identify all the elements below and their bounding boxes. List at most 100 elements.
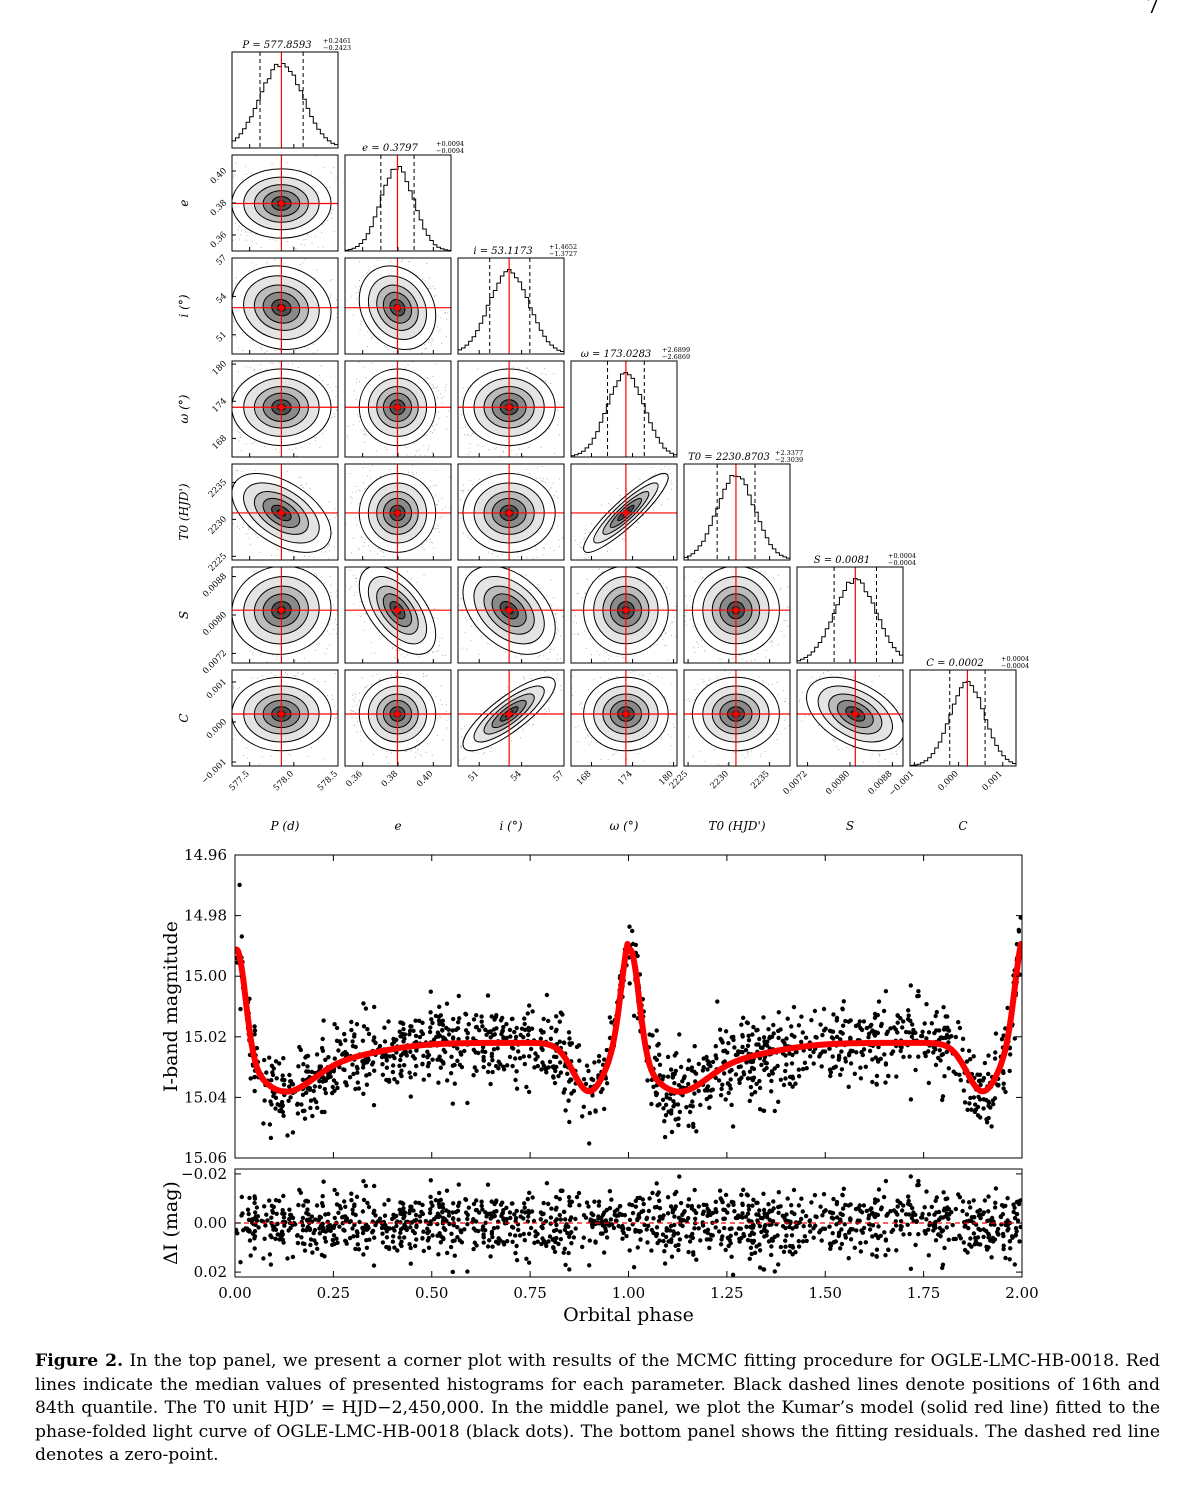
corner-panel-C-i: [457, 669, 565, 767]
panel-frame: [570, 669, 678, 767]
histogram-T0: [683, 475, 791, 560]
corner-panel-T0-P: [231, 463, 339, 561]
median-point: [278, 200, 285, 207]
corner-panel-i-P: [231, 257, 339, 355]
res-y-tick-label: 0.00: [194, 1214, 227, 1232]
title-plus-omega: +2.6899: [662, 346, 690, 354]
histogram-title-T0: T0 = 2230.8703: [688, 452, 770, 463]
median-point: [732, 711, 739, 717]
histogram-title-omega: ω = 173.0283: [581, 349, 652, 360]
title-plus-T0: +2.3377: [775, 449, 803, 457]
x-tick-label: 0.75: [513, 1284, 546, 1302]
title-plus-P: +0.2461: [323, 37, 351, 45]
median-point: [506, 607, 513, 614]
y-axis-label-e: e: [177, 199, 191, 206]
title-minus-e: −0.0094: [436, 147, 464, 155]
x-axis-label-P: P (d): [270, 819, 300, 833]
median-point: [506, 404, 513, 411]
title-minus-S: −0.0004: [888, 559, 916, 567]
caption-label: Figure 2.: [35, 1351, 124, 1371]
corner-panel-S-S: S = 0.0081 +0.0004−0.0004: [796, 552, 916, 664]
median-point: [622, 509, 629, 516]
x-tick-label: 0.00: [218, 1284, 251, 1302]
histogram-C: [909, 681, 1017, 766]
histogram-title-C: C = 0.0002: [926, 658, 983, 669]
histogram-omega: [570, 372, 678, 457]
title-minus-T0: −2.3039: [775, 456, 803, 464]
histogram-title-S: S = 0.0081: [814, 555, 871, 566]
y-tick-label: 14.96: [184, 846, 227, 864]
y-tick-label: 15.00: [184, 967, 227, 985]
y-tick-label: 15.04: [184, 1088, 227, 1106]
median-point: [732, 607, 739, 614]
panel-frame: [683, 669, 791, 767]
corner-panel-omega-omega: ω = 173.0283 +2.6899−2.6869: [570, 346, 690, 458]
corner-panel-T0-e: [344, 463, 452, 561]
x-axis-label: Orbital phase: [563, 1304, 694, 1326]
corner-plot: P = 577.8593 +0.2461−0.24230.360.380.40e …: [177, 37, 1029, 833]
median-point: [394, 607, 401, 614]
panel-frame: [457, 463, 565, 561]
histogram-i: [457, 269, 565, 354]
x-axis-label-T0: T0 (HJD'): [708, 819, 765, 833]
corner-panel-C-omega: [570, 669, 678, 767]
x-axis-label-omega: ω (°): [610, 819, 639, 833]
median-point: [278, 404, 285, 411]
caption-text: In the top panel, we present a corner pl…: [35, 1351, 1160, 1466]
panel-frame: [231, 360, 339, 458]
title-minus-i: −1.3727: [549, 250, 577, 258]
title-minus-C: −0.0004: [1001, 662, 1029, 670]
x-axis-label-C: C: [958, 819, 967, 833]
corner-panel-i-e: [344, 257, 452, 355]
x-tick-label: 2.00: [1005, 1284, 1038, 1302]
histogram-title-P: P = 577.8593: [241, 40, 311, 51]
y-tick-label: 14.98: [184, 907, 227, 925]
page-number: 7: [1146, 0, 1160, 19]
light-curve-panel: [235, 882, 1022, 1146]
title-plus-e: +0.0094: [436, 140, 464, 148]
data-points: [235, 882, 1022, 1146]
y-axis-label-C: C: [177, 713, 191, 722]
y-tick-label: 15.02: [184, 1028, 227, 1046]
y-axis-label-T0: T0 (HJD'): [177, 483, 191, 540]
corner-panel-S-omega: [570, 566, 678, 664]
panel-frame: [231, 257, 339, 355]
x-tick-label: 0.50: [415, 1284, 448, 1302]
corner-panel-i-i: i = 53.1173 +1.4652−1.3727: [457, 243, 577, 355]
light-curve-frame: [234, 854, 1023, 1159]
corner-panel-T0-T0: T0 = 2230.8703 +2.3377−2.3039: [683, 449, 803, 561]
panel-frame: [457, 669, 565, 767]
residuals-y-axis-label: ΔI (mag): [160, 1181, 182, 1265]
panel-frame: [570, 360, 678, 458]
median-point: [394, 404, 401, 411]
residuals-panel: [235, 1174, 1022, 1277]
histogram-P: [231, 63, 339, 148]
x-axis-label-e: e: [394, 819, 401, 833]
median-point: [506, 711, 513, 717]
corner-panel-S-i: [457, 566, 565, 664]
x-axis-label-i: i (°): [499, 819, 522, 833]
x-tick-label: 1.00: [612, 1284, 645, 1302]
panel-frame: [231, 51, 339, 149]
corner-panel-T0-omega: [570, 463, 678, 561]
title-plus-i: +1.4652: [549, 243, 577, 251]
median-point: [278, 304, 285, 311]
median-point: [394, 509, 401, 516]
panel-frame: [457, 566, 565, 664]
histogram-S: [796, 578, 904, 663]
corner-panel-omega-P: [231, 360, 339, 458]
histogram-title-e: e = 0.3797: [362, 143, 418, 154]
median-point: [852, 711, 859, 717]
corner-panel-C-C: C = 0.0002 +0.0004−0.0004: [909, 655, 1029, 767]
corner-panel-omega-e: [344, 360, 452, 458]
median-point: [622, 711, 629, 717]
corner-panel-C-e: [344, 669, 452, 767]
corner-panel-S-T0: [683, 566, 791, 664]
median-point: [394, 304, 401, 311]
title-minus-P: −0.2423: [323, 44, 351, 52]
title-plus-S: +0.0004: [888, 552, 916, 560]
corner-panel-omega-i: [457, 360, 565, 458]
y-axis-label: I-band magnitude: [160, 921, 182, 1092]
median-point: [278, 509, 285, 516]
res-y-tick-label: −0.02: [181, 1165, 227, 1183]
